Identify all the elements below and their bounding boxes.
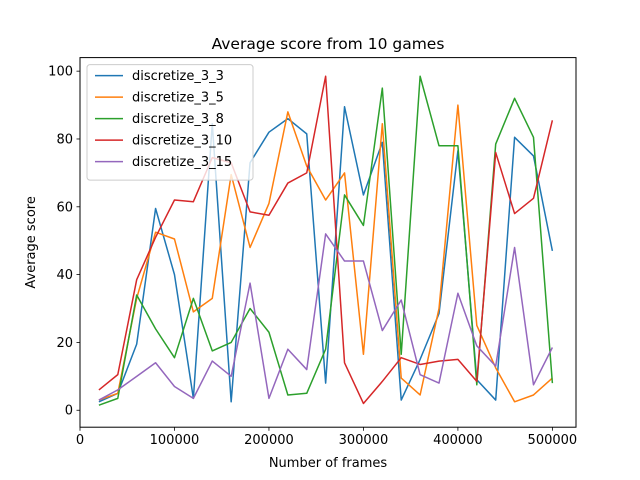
legend-label-discretize_3_8: discretize_3_8 <box>132 112 224 127</box>
series-line-discretize_3_15 <box>98 233 554 401</box>
chart-title: Average score from 10 games <box>212 35 445 53</box>
x-axis: 0 100000 200000 300000 400000 500000 <box>76 427 577 448</box>
y-axis: 0 20 40 60 80 100 <box>48 65 80 419</box>
series-line-discretize_3_10 <box>98 75 554 405</box>
series-line-discretize_3_5 <box>98 104 553 403</box>
y-tick-label: 40 <box>56 268 73 283</box>
legend-label-discretize_3_15: discretize_3_15 <box>132 155 232 170</box>
y-tick-label: 100 <box>48 65 73 80</box>
y-tick-label: 20 <box>56 336 73 351</box>
x-axis-label: Number of frames <box>269 456 388 471</box>
x-tick-label: 0 <box>76 433 84 448</box>
legend: discretize_3_3 discretize_3_5 discretize_3… <box>86 64 254 181</box>
x-tick-label: 300000 <box>339 433 389 448</box>
x-tick-label: 500000 <box>528 433 578 448</box>
legend-label-discretize_3_5: discretize_3_5 <box>132 91 224 106</box>
series-layer <box>98 75 554 406</box>
plot-frame <box>79 57 577 428</box>
y-tick-label: 60 <box>56 200 73 215</box>
legend-label-discretize_3_3: discretize_3_3 <box>132 69 224 84</box>
legend-box <box>86 64 254 181</box>
y-axis-label: Average score <box>24 196 39 288</box>
series-line-discretize_3_8 <box>98 75 554 406</box>
y-tick-label: 0 <box>65 404 73 419</box>
x-tick-label: 100000 <box>150 433 200 448</box>
legend-label-discretize_3_10: discretize_3_10 <box>132 134 232 149</box>
x-tick-label: 200000 <box>244 433 294 448</box>
x-tick-label: 400000 <box>433 433 483 448</box>
y-tick-label: 80 <box>56 132 73 147</box>
